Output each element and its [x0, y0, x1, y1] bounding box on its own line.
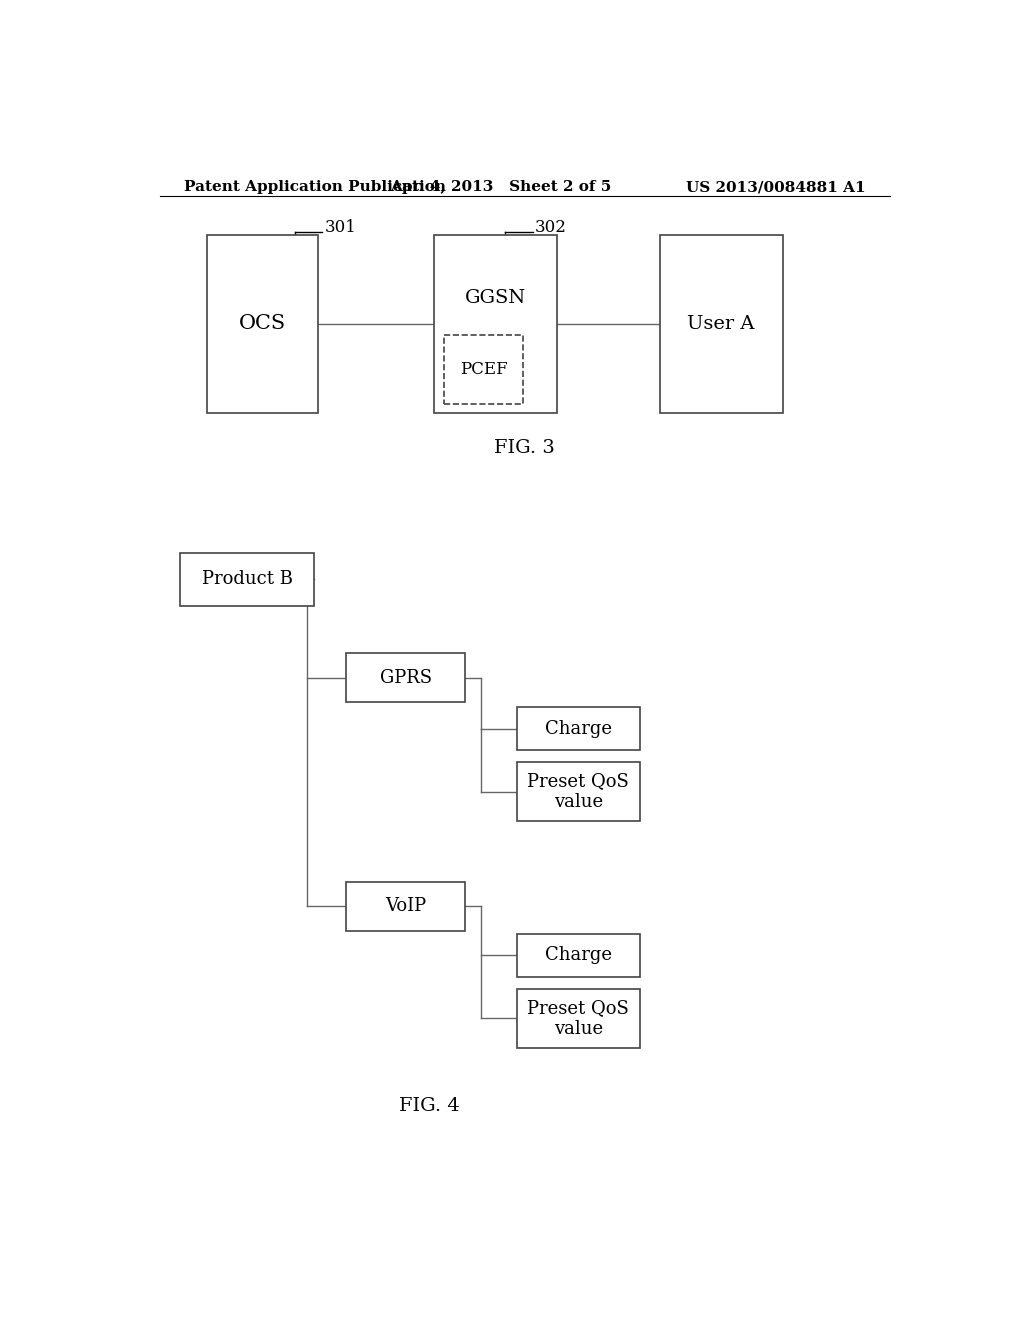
Text: VoIP: VoIP [385, 898, 426, 916]
Text: Charge: Charge [545, 946, 612, 964]
Text: Product B: Product B [202, 570, 293, 589]
FancyBboxPatch shape [443, 335, 523, 404]
FancyBboxPatch shape [517, 708, 640, 750]
Text: 302: 302 [536, 219, 567, 236]
FancyBboxPatch shape [433, 235, 557, 412]
Text: Preset QoS
value: Preset QoS value [527, 999, 630, 1038]
FancyBboxPatch shape [179, 553, 314, 606]
Text: PCEF: PCEF [460, 362, 508, 379]
Text: User A: User A [687, 314, 755, 333]
Text: Apr. 4, 2013   Sheet 2 of 5: Apr. 4, 2013 Sheet 2 of 5 [390, 181, 611, 194]
FancyBboxPatch shape [517, 989, 640, 1048]
Text: Patent Application Publication: Patent Application Publication [183, 181, 445, 194]
Text: FIG. 3: FIG. 3 [495, 440, 555, 457]
Text: GPRS: GPRS [380, 669, 432, 686]
FancyBboxPatch shape [659, 235, 782, 412]
FancyBboxPatch shape [346, 882, 465, 931]
FancyBboxPatch shape [517, 935, 640, 977]
Text: Preset QoS
value: Preset QoS value [527, 772, 630, 810]
Text: Charge: Charge [545, 719, 612, 738]
FancyBboxPatch shape [207, 235, 318, 412]
Text: OCS: OCS [240, 314, 287, 333]
Text: 301: 301 [325, 219, 356, 236]
Text: FIG. 4: FIG. 4 [399, 1097, 460, 1114]
FancyBboxPatch shape [517, 762, 640, 821]
FancyBboxPatch shape [346, 653, 465, 702]
Text: GGSN: GGSN [465, 289, 525, 308]
Text: US 2013/0084881 A1: US 2013/0084881 A1 [686, 181, 866, 194]
